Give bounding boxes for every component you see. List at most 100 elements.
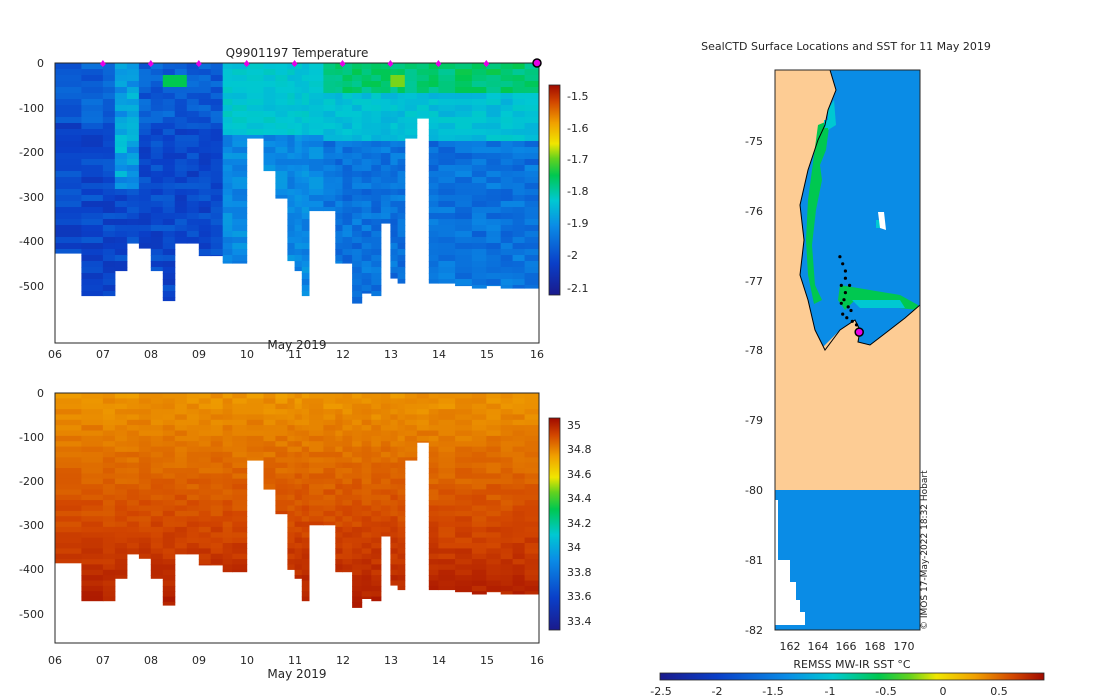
section-cell <box>390 81 399 88</box>
section-cell <box>524 591 539 595</box>
section-cell <box>428 516 439 523</box>
section-cell <box>232 213 248 220</box>
section-cell <box>371 213 382 220</box>
section-cell <box>352 462 363 469</box>
section-cell <box>486 147 502 154</box>
section-cell <box>371 580 382 587</box>
section-cell <box>301 451 310 458</box>
section-cell <box>138 189 152 196</box>
section-cell <box>323 93 336 100</box>
section-cell <box>198 69 212 76</box>
section-cell <box>335 237 343 244</box>
section-cell <box>380 532 391 537</box>
section-cell <box>294 526 303 533</box>
section-cell <box>81 237 104 244</box>
section-cell <box>222 419 233 426</box>
section-cell <box>512 585 526 592</box>
section-cell <box>301 446 310 453</box>
section-cell <box>428 537 439 544</box>
section-cell <box>335 75 343 82</box>
section-cell <box>428 69 439 76</box>
section-cell <box>210 478 224 485</box>
section-cell <box>198 225 212 232</box>
section-cell <box>438 153 456 160</box>
section-cell <box>287 510 296 517</box>
section-cell <box>335 99 343 106</box>
section-cell <box>150 414 164 421</box>
section-cell <box>301 285 310 292</box>
section-cell <box>198 564 212 566</box>
section-cell <box>301 129 310 136</box>
section-cell <box>102 403 116 410</box>
section-cell <box>55 123 82 130</box>
section-cell <box>309 457 324 464</box>
section-cell <box>390 441 399 448</box>
section-cell <box>397 548 406 555</box>
section-cell <box>428 430 439 437</box>
section-cell <box>428 267 439 274</box>
sal-xtick: 06 <box>48 654 62 667</box>
section-cell <box>309 93 324 100</box>
section-cell <box>352 580 363 587</box>
section-cell <box>352 255 363 262</box>
section-cell <box>275 403 288 410</box>
section-cell <box>335 521 343 528</box>
section-cell <box>428 279 439 284</box>
section-cell <box>390 473 399 480</box>
section-cell <box>232 255 248 262</box>
section-cell <box>232 526 248 533</box>
section-cell <box>222 75 233 82</box>
section-cell <box>500 441 514 448</box>
section-cell <box>174 177 188 184</box>
section-cell <box>371 559 382 566</box>
section-cell <box>55 451 82 458</box>
section-cell <box>246 93 264 100</box>
section-cell <box>352 237 363 244</box>
section-cell <box>500 591 514 595</box>
section-cell <box>174 225 188 232</box>
section-cell <box>138 425 152 432</box>
section-cell <box>428 532 439 539</box>
section-cell <box>455 249 473 256</box>
section-cell <box>150 468 164 474</box>
section-cell <box>55 446 82 453</box>
section-cell <box>287 425 296 432</box>
section-cell <box>232 457 248 464</box>
section-cell <box>416 69 430 76</box>
section-cell <box>287 93 296 100</box>
section-cell <box>294 195 303 202</box>
section-cell <box>397 585 406 591</box>
section-cell <box>294 81 303 88</box>
section-cell <box>138 484 152 491</box>
section-cell <box>390 261 399 268</box>
section-cell <box>102 93 116 100</box>
section-cell <box>222 409 233 416</box>
section-cell <box>126 409 140 416</box>
section-cell <box>81 441 104 448</box>
section-cell <box>361 505 372 512</box>
section-cell <box>126 105 140 112</box>
section-cell <box>275 183 288 190</box>
section-cell <box>416 93 430 100</box>
section-cell <box>294 414 303 421</box>
section-cell <box>309 446 324 453</box>
section-cell <box>126 489 140 496</box>
section-cell <box>114 123 128 130</box>
section-cell <box>126 75 140 82</box>
section-cell <box>486 446 502 453</box>
section-cell <box>186 478 200 485</box>
section-cell <box>301 596 310 602</box>
section-cell <box>102 559 116 566</box>
section-cell <box>246 409 264 416</box>
section-cell <box>126 147 140 154</box>
section-cell <box>471 177 487 184</box>
section-cell <box>210 543 224 549</box>
section-cell <box>361 462 372 469</box>
section-cell <box>371 165 382 172</box>
section-cell <box>361 261 372 268</box>
section-cell <box>246 393 264 399</box>
temp-xtick: 07 <box>96 348 110 361</box>
sst-small-patch <box>824 120 829 128</box>
section-cell <box>294 231 303 238</box>
section-cell <box>162 468 176 474</box>
